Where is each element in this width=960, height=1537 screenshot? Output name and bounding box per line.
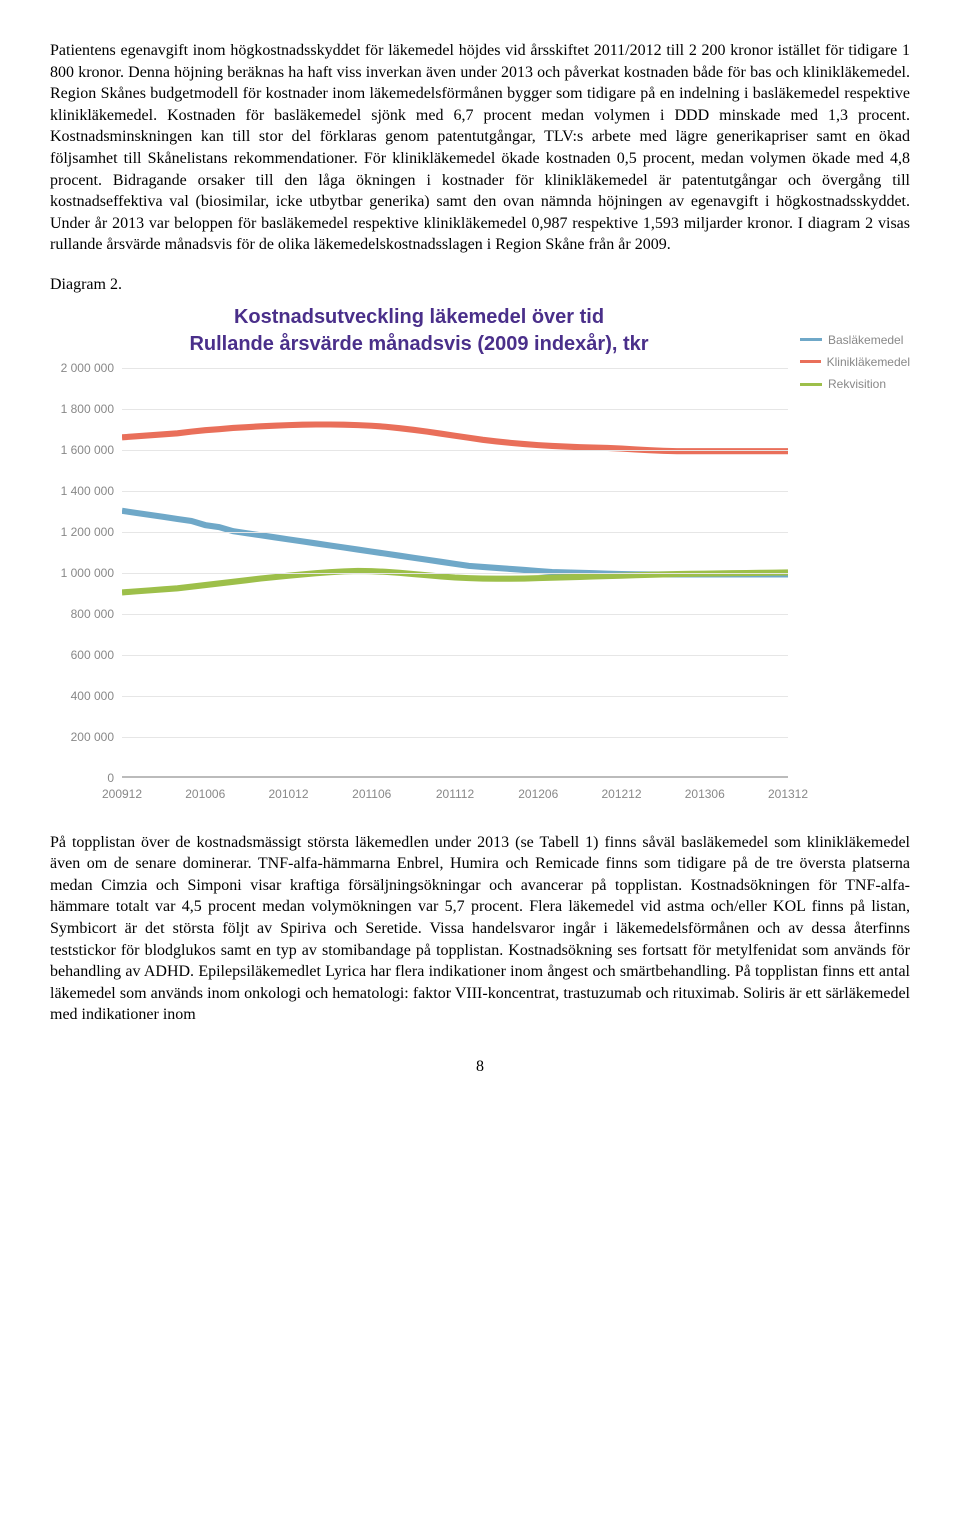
- x-tick-label: 200912: [102, 786, 142, 802]
- chart-title-line1: Kostnadsutveckling läkemedel över tid: [50, 304, 788, 331]
- y-tick-label: 1 200 000: [61, 523, 114, 539]
- gridline: [122, 696, 788, 697]
- y-tick-label: 400 000: [71, 687, 114, 703]
- y-tick-label: 1 000 000: [61, 564, 114, 580]
- legend-label: Klinikläkemedel: [827, 354, 910, 370]
- x-tick-label: 201206: [518, 786, 558, 802]
- series-line: [122, 510, 788, 574]
- legend-swatch: [800, 338, 822, 341]
- y-tick-label: 2 000 000: [61, 359, 114, 375]
- y-tick-label: 600 000: [71, 646, 114, 662]
- paragraph-1: Patientens egenavgift inom högkostnadssk…: [50, 40, 910, 256]
- paragraph-2: På topplistan över de kostnadsmässigt st…: [50, 832, 910, 1026]
- series-line: [122, 424, 788, 451]
- legend-label: Rekvisition: [828, 376, 886, 392]
- gridline: [122, 450, 788, 451]
- plot-region: [122, 368, 788, 778]
- x-tick-label: 201106: [352, 786, 391, 802]
- gridline: [122, 737, 788, 738]
- x-tick-label: 201212: [601, 786, 641, 802]
- gridline: [122, 614, 788, 615]
- x-axis: 2009122010062010122011062011122012062012…: [122, 782, 788, 808]
- chart-series-svg: [122, 368, 788, 776]
- diagram-label: Diagram 2.: [50, 274, 910, 296]
- gridline: [122, 655, 788, 656]
- x-tick-label: 201312: [768, 786, 808, 802]
- chart-plot-area: 0 200 000 400 000 600 000 800 000 1 000 000 1 …: [50, 368, 788, 808]
- legend-swatch: [800, 360, 821, 363]
- x-tick-label: 201006: [185, 786, 225, 802]
- y-tick-label: 1 600 000: [61, 441, 114, 457]
- chart-title: Kostnadsutveckling läkemedel över tid Ru…: [50, 304, 788, 358]
- legend-label: Basläkemedel: [828, 332, 903, 348]
- chart-container: Kostnadsutveckling läkemedel över tid Ru…: [50, 304, 910, 808]
- chart-title-line2: Rullande årsvärde månadsvis (2009 indexå…: [50, 331, 788, 358]
- chart-legend: Basläkemedel Klinikläkemedel Rekvisition: [788, 304, 910, 399]
- x-tick-label: 201306: [685, 786, 725, 802]
- series-line: [122, 571, 788, 592]
- y-tick-label: 1 400 000: [61, 482, 114, 498]
- page-number: 8: [50, 1056, 910, 1078]
- x-tick-label: 201112: [436, 786, 474, 802]
- gridline: [122, 532, 788, 533]
- legend-item: Basläkemedel: [800, 332, 910, 348]
- y-tick-label: 800 000: [71, 605, 114, 621]
- gridline: [122, 491, 788, 492]
- x-tick-label: 201012: [268, 786, 308, 802]
- gridline: [122, 409, 788, 410]
- gridline: [122, 368, 788, 369]
- y-tick-label: 1 800 000: [61, 400, 114, 416]
- gridline: [122, 573, 788, 574]
- y-tick-label: 0: [107, 769, 114, 785]
- y-axis: 0200 000400 000600 000800 0001 000 0001 …: [50, 368, 120, 778]
- legend-item: Rekvisition: [800, 376, 910, 392]
- y-tick-label: 200 000: [71, 728, 114, 744]
- legend-item: Klinikläkemedel: [800, 354, 910, 370]
- legend-swatch: [800, 383, 822, 386]
